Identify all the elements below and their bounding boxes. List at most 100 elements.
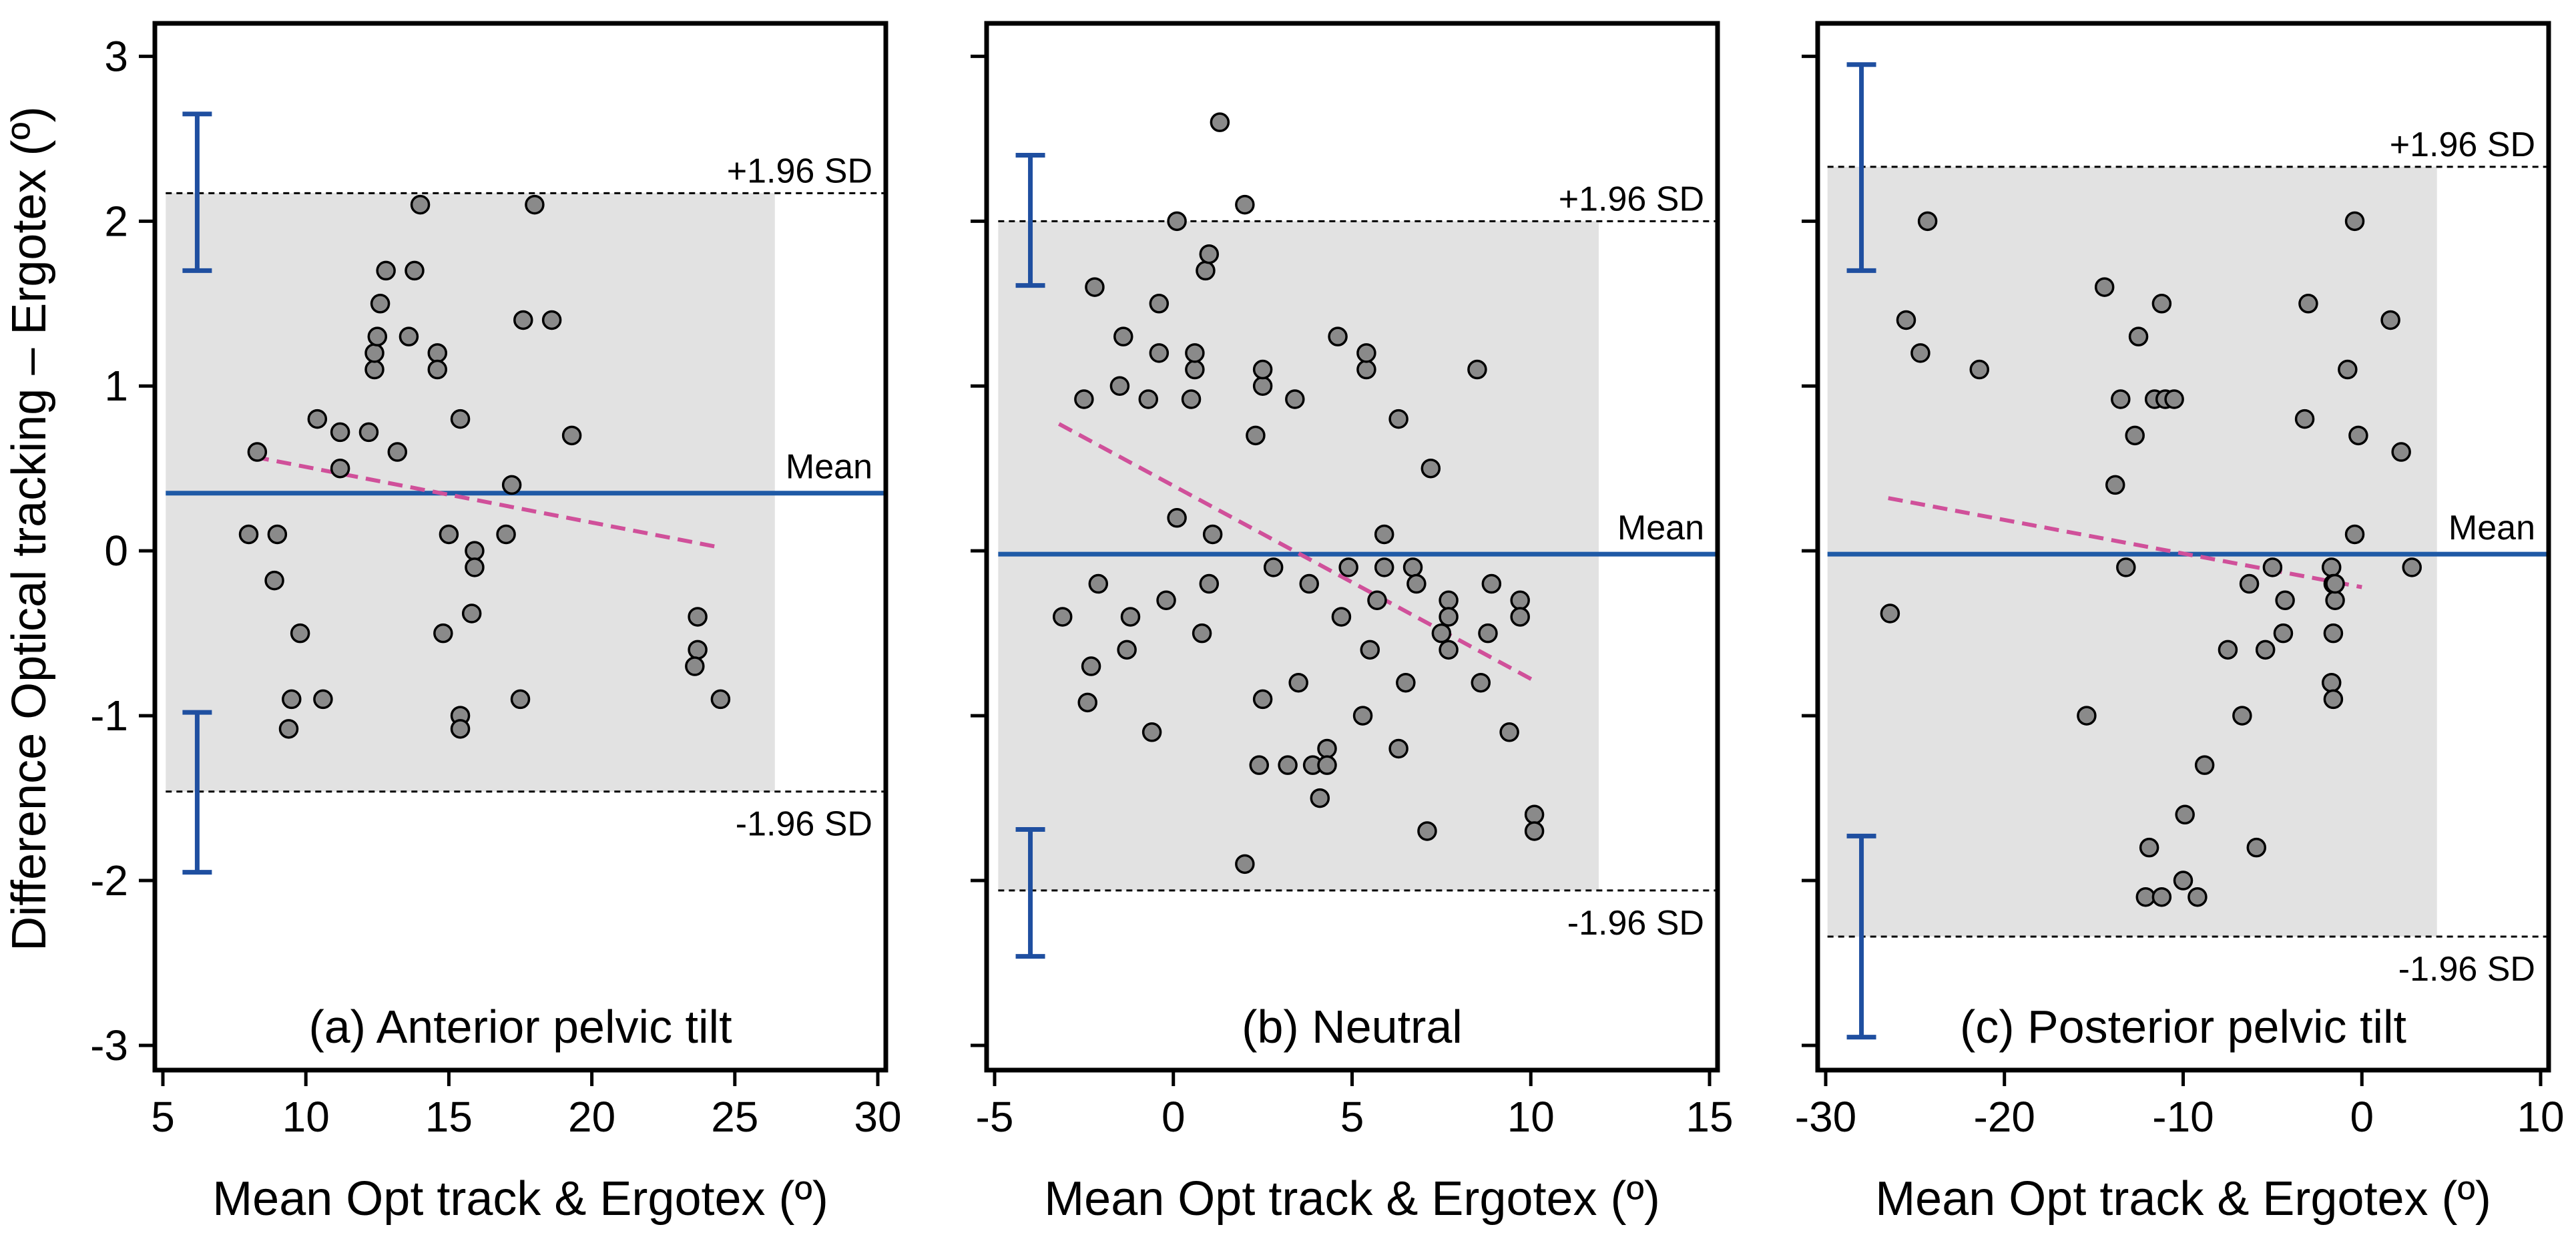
data-point xyxy=(1113,326,1133,346)
trend-line xyxy=(1888,496,2362,589)
x-axis-label: Mean Opt track & Ergotex (º) xyxy=(1044,1172,1660,1226)
data-point xyxy=(1141,722,1162,742)
data-point xyxy=(1471,672,1491,693)
data-point xyxy=(1199,244,1220,264)
data-point xyxy=(1310,788,1330,808)
data-point xyxy=(2323,689,2344,710)
upper-loa-label: +1.96 SD xyxy=(2390,126,2535,164)
data-point xyxy=(1278,755,1298,775)
data-point xyxy=(450,719,471,739)
data-point xyxy=(1478,623,1498,644)
data-point xyxy=(1439,590,1459,611)
data-point xyxy=(1439,640,1459,660)
data-point xyxy=(1467,359,1487,380)
data-point xyxy=(2380,310,2400,330)
data-point xyxy=(399,326,419,346)
data-point xyxy=(1317,755,1337,775)
y-tick-label: -1 xyxy=(90,692,128,740)
y-tick-label: -3 xyxy=(90,1021,128,1069)
data-point xyxy=(1356,343,1376,363)
panel-title: (a) Anterior pelvic tilt xyxy=(308,1001,732,1053)
data-point xyxy=(2135,887,2156,907)
data-point xyxy=(1910,343,1930,363)
x-tick-label: 20 xyxy=(568,1093,615,1141)
data-point xyxy=(367,326,388,346)
lower-loa-label: -1.96 SD xyxy=(1567,904,1704,943)
data-point xyxy=(1252,359,1273,380)
data-point xyxy=(2218,640,2238,660)
data-point xyxy=(1299,573,1319,594)
loa-shaded-region xyxy=(1827,166,2437,937)
data-point xyxy=(1360,640,1380,660)
plot-frame xyxy=(152,21,888,1073)
data-point xyxy=(561,425,582,446)
data-point xyxy=(1149,343,1170,363)
panel-a: Mean +1.96 SD -1.96 SD -3 -2 -1 0 1 2 3 5 10 15 20 25 3… xyxy=(90,21,902,1226)
data-point xyxy=(2164,389,2184,409)
data-point xyxy=(496,524,516,545)
y-tick-label: 2 xyxy=(104,197,128,245)
data-point xyxy=(1185,343,1205,363)
data-point xyxy=(2151,887,2172,907)
data-point xyxy=(1481,573,1502,594)
data-point xyxy=(1149,294,1170,314)
data-point xyxy=(688,607,708,627)
mean-label: Mean xyxy=(786,448,872,487)
data-point xyxy=(2344,211,2365,232)
data-point xyxy=(364,359,384,380)
data-point xyxy=(2151,294,2172,314)
data-point xyxy=(2175,804,2195,825)
data-point xyxy=(1249,755,1270,775)
y-tick-label: 0 xyxy=(104,527,128,575)
data-point xyxy=(2344,524,2365,545)
y-tick-label: 1 xyxy=(104,362,128,410)
data-point xyxy=(1199,573,1220,594)
data-point xyxy=(1052,607,1073,627)
data-point xyxy=(2348,425,2368,446)
data-point xyxy=(1328,326,1348,346)
data-point xyxy=(1352,706,1373,726)
x-tick-label: -5 xyxy=(976,1093,1014,1141)
data-point xyxy=(1917,211,1938,232)
data-point xyxy=(433,623,453,644)
data-point xyxy=(1109,376,1130,396)
data-point xyxy=(450,409,471,429)
data-point xyxy=(1439,607,1459,627)
data-point xyxy=(1388,409,1408,429)
data-point xyxy=(2111,389,2131,409)
data-point xyxy=(1210,112,1230,132)
upper-loa-label: +1.96 SD xyxy=(1559,180,1704,218)
data-point xyxy=(2298,294,2318,314)
data-point xyxy=(710,689,731,710)
data-point xyxy=(1880,603,1900,624)
x-axis-label: Mean Opt track & Ergotex (º) xyxy=(212,1172,828,1226)
data-point xyxy=(364,343,384,363)
x-tick-label: 5 xyxy=(151,1093,175,1141)
data-point xyxy=(1120,607,1141,627)
data-point xyxy=(1402,557,1423,577)
data-point xyxy=(238,524,259,545)
data-point xyxy=(1235,854,1255,875)
data-point xyxy=(2187,887,2208,907)
data-point xyxy=(1896,310,1916,330)
x-tick-label: 5 xyxy=(1340,1093,1364,1141)
data-point xyxy=(1202,524,1223,545)
data-point xyxy=(1406,573,1427,594)
data-point xyxy=(688,640,708,660)
panel-title: (c) Posterior pelvic tilt xyxy=(1960,1001,2406,1053)
data-point xyxy=(405,260,425,281)
data-point xyxy=(2116,557,2136,577)
data-point xyxy=(2232,706,2252,726)
data-point xyxy=(1510,607,1530,627)
data-point xyxy=(1331,607,1352,627)
lower-loa-label: -1.96 SD xyxy=(2398,950,2535,989)
data-point xyxy=(2338,359,2358,380)
data-point xyxy=(1317,738,1337,759)
data-point xyxy=(1431,623,1452,644)
data-point xyxy=(1074,389,1094,409)
data-point xyxy=(1499,722,1519,742)
data-point xyxy=(1088,573,1109,594)
lower-loa-label: -1.96 SD xyxy=(736,805,872,844)
data-point xyxy=(2323,623,2344,644)
